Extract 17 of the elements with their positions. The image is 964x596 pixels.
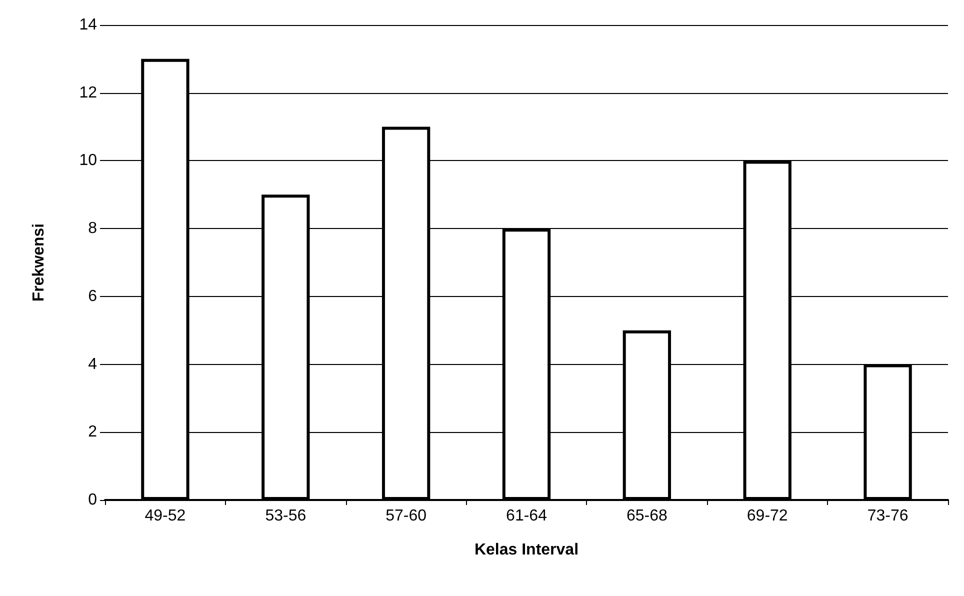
x-axis-title: Kelas Interval (474, 542, 579, 558)
y-tick-label: 0 (88, 492, 98, 508)
y-tick-label: 8 (88, 220, 98, 238)
x-tick-label: 61-64 (506, 508, 548, 524)
x-tick-label: 73-76 (867, 508, 908, 524)
y-tick-label: 2 (88, 424, 98, 441)
y-tick-label: 10 (79, 152, 98, 170)
y-tick-label: 12 (79, 84, 98, 102)
y-tick-label: 14 (79, 16, 98, 34)
y-tick-label: 6 (88, 288, 98, 305)
x-tick-label: 57-60 (386, 508, 427, 524)
x-tick-label: 49-52 (144, 508, 186, 524)
x-tick-label: 65-68 (626, 508, 668, 524)
y-axis-title: Frekwensi (30, 223, 48, 302)
y-tick-label: 4 (88, 356, 98, 373)
x-tick-label: 69-72 (746, 508, 788, 524)
x-tick-label: 53-56 (265, 508, 306, 524)
